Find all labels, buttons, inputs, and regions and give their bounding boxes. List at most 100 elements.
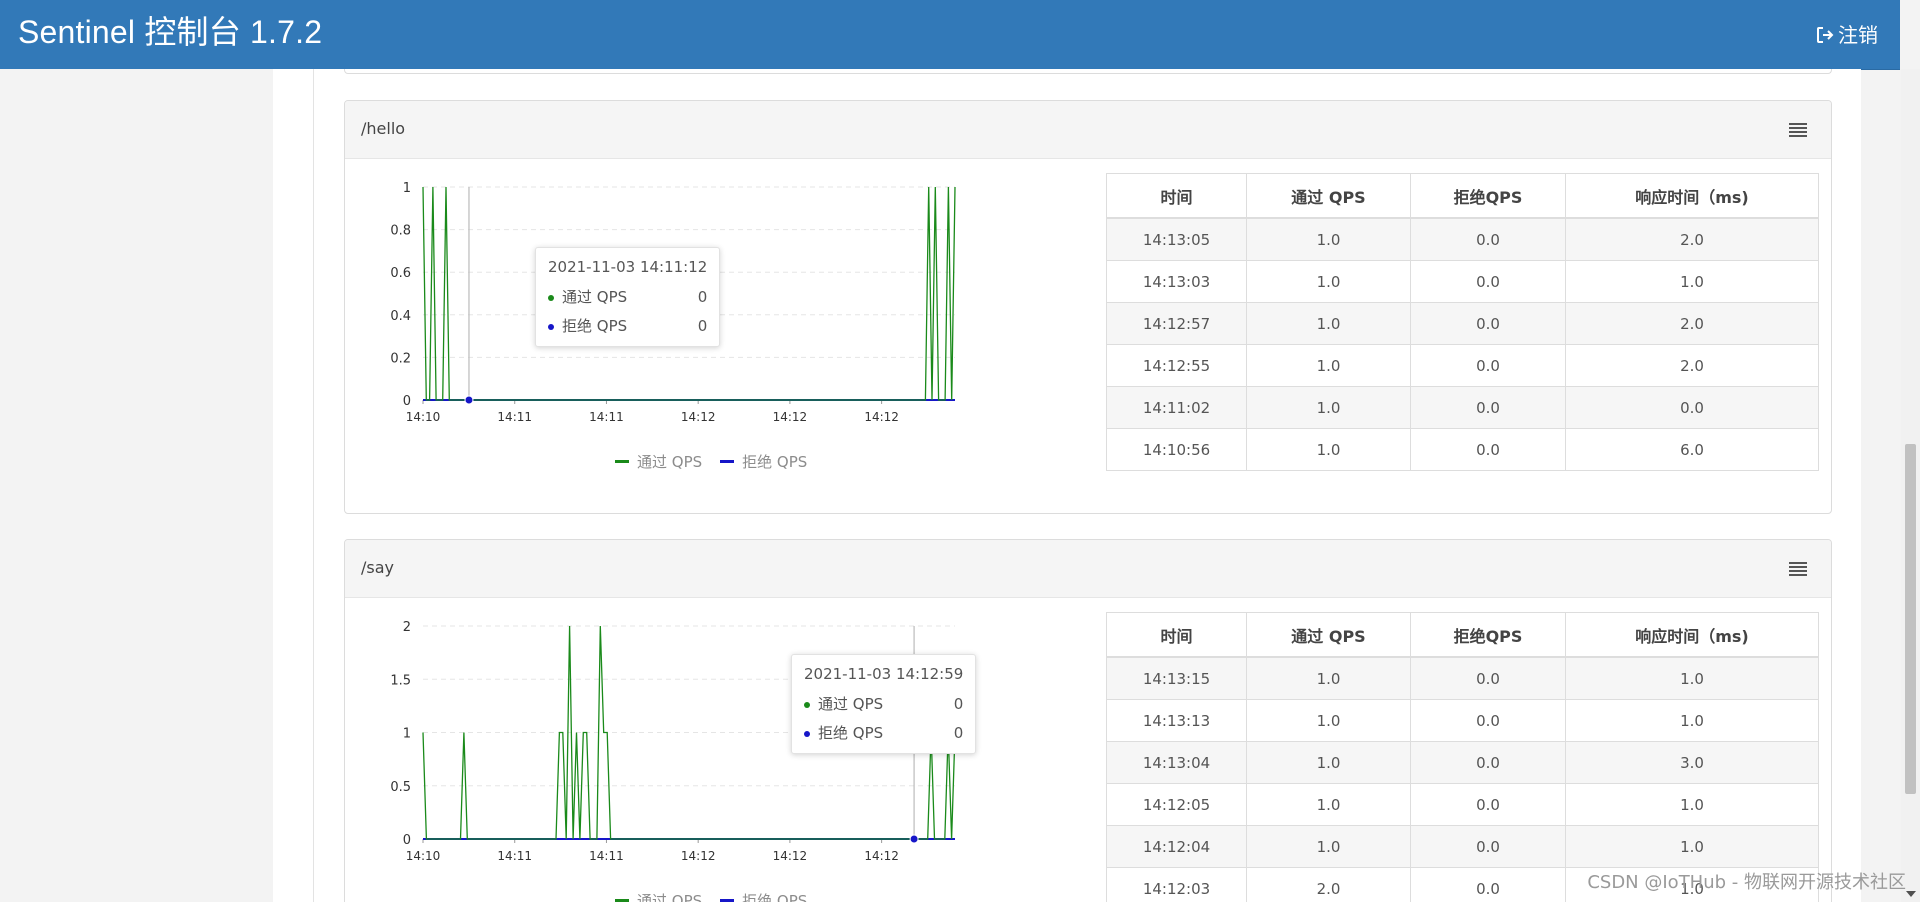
table-cell: 1.0 [1565,656,1819,700]
table-cell: 14:12:05 [1106,783,1247,826]
table-cell: 1.0 [1246,386,1411,429]
menu-icon[interactable] [1789,123,1807,137]
table-cell: 1.0 [1565,783,1819,826]
column-header[interactable]: 通过 QPS [1246,173,1411,219]
chart-tooltip: 2021-11-03 14:12:59 通过 QPS 0 拒绝 QPS 0 [791,654,977,754]
tooltip-title: 2021-11-03 14:12:59 [804,665,964,683]
table-header-row: 时间 通过 QPS 拒绝QPS 响应时间（ms) [1106,612,1819,658]
table-cell: 0.0 [1410,260,1566,303]
y-tick-label: 2 [403,620,411,635]
tooltip-row: 拒绝 QPS 0 [548,315,707,336]
table-row: 14:13:03 1.0 0.0 1.0 [1106,260,1819,303]
tooltip-series-value: 0 [953,694,964,713]
y-tick-label: 0.8 [390,224,411,239]
column-header[interactable]: 响应时间（ms) [1565,612,1819,658]
y-tick-label: 0.5 [390,780,411,795]
table-cell: 0.0 [1410,656,1566,700]
chart-legend: 通过 QPS 拒绝 QPS [615,451,807,472]
y-tick-label: 0 [403,833,411,848]
menu-icon[interactable] [1789,562,1807,576]
table-row: 14:12:04 1.0 0.0 1.0 [1106,825,1819,868]
table-row: 14:12:55 1.0 0.0 2.0 [1106,344,1819,387]
highlight-point[interactable] [909,834,919,844]
table-cell: 0.0 [1410,867,1566,902]
x-tick-label: 14:10 [406,410,441,424]
highlight-point[interactable] [464,395,474,405]
table-cell: 14:12:57 [1106,302,1247,345]
table-cell: 14:11:02 [1106,386,1247,429]
column-header[interactable]: 通过 QPS [1246,612,1411,658]
legend-item-block[interactable]: 拒绝 QPS [720,451,807,472]
table-cell: 0.0 [1410,217,1566,261]
top-navbar: Sentinel 控制台 1.7.2 注销 [0,0,1900,70]
table-cell: 1.0 [1246,741,1411,784]
legend-label: 拒绝 QPS [742,892,808,902]
legend-item-pass[interactable]: 通过 QPS [615,890,702,902]
tooltip-row: 通过 QPS 0 [548,286,707,307]
pass-dot-icon [548,294,554,301]
x-tick-label: 14:12 [864,410,899,424]
scroll-down-arrow-icon[interactable] [1906,891,1916,897]
table-row: 14:13:05 1.0 0.0 2.0 [1106,217,1819,261]
table-row: 14:13:15 1.0 0.0 1.0 [1106,656,1819,700]
legend-item-pass[interactable]: 通过 QPS [615,451,702,472]
table-row: 14:13:04 1.0 0.0 3.0 [1106,741,1819,784]
table-cell: 1.0 [1246,656,1411,700]
series-line [422,186,956,401]
legend-item-block[interactable]: 拒绝 QPS [720,890,807,902]
x-tick-label: 14:11 [497,410,532,424]
table-cell: 14:13:05 [1106,217,1247,261]
table-cell: 14:12:03 [1106,867,1247,902]
metric-table: 时间 通过 QPS 拒绝QPS 响应时间（ms) 14:13:05 1.0 0.0 2.0 14… [1106,173,1819,471]
table-row: 14:12:05 1.0 0.0 1.0 [1106,783,1819,826]
table-cell: 14:10:56 [1106,428,1247,471]
scrollbar-thumb[interactable] [1905,444,1916,794]
column-header[interactable]: 时间 [1106,173,1247,219]
column-header[interactable]: 时间 [1106,612,1247,658]
table-row: 14:13:13 1.0 0.0 1.0 [1106,699,1819,742]
y-tick-label: 1 [403,727,411,742]
table-cell: 2.0 [1565,217,1819,261]
tooltip-series-value: 0 [697,287,708,306]
table-cell: 0.0 [1410,302,1566,345]
table-cell: 0.0 [1410,699,1566,742]
table-cell: 1.0 [1246,825,1411,868]
table-cell: 3.0 [1565,741,1819,784]
table-cell: 14:13:15 [1106,656,1247,700]
table-cell: 2.0 [1565,302,1819,345]
logout-button[interactable]: 注销 [1816,22,1878,48]
y-tick-label: 1.5 [390,673,411,688]
column-header[interactable]: 响应时间（ms) [1565,173,1819,219]
resource-name: /say [361,558,394,577]
x-tick-label: 14:10 [406,849,441,863]
y-tick-label: 0.4 [390,309,411,324]
tooltip-series-name: 拒绝 QPS [818,724,884,742]
x-tick-label: 14:11 [497,849,532,863]
x-tick-label: 14:12 [864,849,899,863]
tooltip-series-name: 拒绝 QPS [562,317,628,335]
chart-area: 0 0.5 1 1.5 2 14:10 14:11 14:11 14:12 14:12 14:12 … [345,598,1085,902]
column-header[interactable]: 拒绝QPS [1410,173,1566,219]
page-scrollbar[interactable] [1901,69,1920,902]
table-cell: 1.0 [1565,699,1819,742]
table-cell: 14:13:13 [1106,699,1247,742]
table-cell: 1.0 [1246,217,1411,261]
block-dot-icon [548,323,554,330]
table-cell: 14:13:03 [1106,260,1247,303]
table-cell: 1.0 [1565,825,1819,868]
y-tick-label: 1 [403,181,411,196]
watermark: CSDN @IoTHub - 物联网开源技术社区 [1587,872,1906,893]
x-tick-label: 14:12 [681,849,716,863]
table-cell: 1.0 [1246,783,1411,826]
content-container: /hello 0 0.2 0.4 0.6 0.8 1 14:10 14:11 14:11 14:1… [313,69,1861,902]
table-cell: 0.0 [1410,386,1566,429]
column-header[interactable]: 拒绝QPS [1410,612,1566,658]
block-dot-icon [804,730,810,737]
table-cell: 6.0 [1565,428,1819,471]
x-tick-label: 14:12 [681,410,716,424]
y-tick-label: 0.2 [390,351,411,366]
tooltip-series-value: 0 [953,723,964,742]
table-cell: 0.0 [1410,741,1566,784]
metric-table: 时间 通过 QPS 拒绝QPS 响应时间（ms) 14:13:15 1.0 0.0 1.0 14… [1106,612,1819,902]
table-row: 14:12:03 2.0 0.0 1.0 [1106,867,1819,902]
